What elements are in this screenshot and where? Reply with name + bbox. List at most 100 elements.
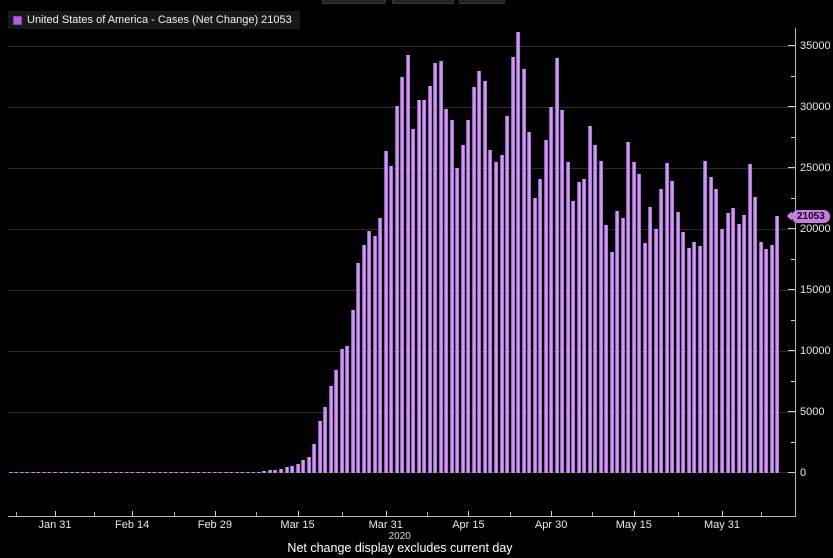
bar (70, 472, 74, 473)
bar (307, 457, 311, 473)
bar (373, 236, 377, 473)
legend-label: United States of America - Cases (Net Ch… (27, 14, 292, 26)
y-axis-label: 30000 (800, 101, 831, 113)
y-axis-tick (788, 45, 795, 46)
bar (709, 177, 713, 473)
bar (103, 472, 107, 473)
bar (400, 77, 404, 473)
bar (47, 472, 51, 473)
annotate-button[interactable]: ✎ Annotate (392, 0, 454, 4)
bar (14, 472, 18, 473)
annotate-label: Annotate (410, 0, 446, 2)
bar (329, 386, 333, 473)
bar (152, 472, 156, 473)
bar (764, 249, 768, 473)
bar (169, 472, 173, 473)
bar (296, 464, 300, 473)
bar (323, 407, 327, 473)
x-axis-tick (298, 511, 299, 516)
bar (428, 86, 432, 473)
bar (417, 100, 421, 473)
bar (75, 472, 79, 473)
zoom-button[interactable]: ⊕ Zoom (459, 0, 505, 4)
x-axis-label: Feb 29 (198, 519, 232, 531)
bar (389, 166, 393, 473)
bar (477, 71, 481, 473)
track-button[interactable]: + Track (322, 0, 386, 4)
bar (610, 252, 614, 473)
bar (25, 472, 29, 473)
bar (158, 472, 162, 473)
x-axis-minor-tick (94, 512, 95, 516)
bar (136, 472, 140, 473)
bar (285, 467, 289, 473)
x-axis-minor-tick (174, 512, 175, 516)
bar (687, 248, 691, 473)
last-value-badge: 21053 (792, 210, 830, 223)
bar (527, 132, 531, 473)
y-axis-minor-tick (791, 381, 795, 382)
bar (422, 100, 426, 473)
y-axis-label: 20000 (800, 223, 831, 235)
x-axis-label: Mar 15 (280, 519, 314, 531)
zoom-icon: ⊕ (466, 0, 473, 1)
bar (670, 181, 674, 473)
bar (185, 472, 189, 473)
bar (163, 472, 167, 473)
bar (753, 197, 757, 473)
bar (411, 129, 415, 473)
x-axis-minor-tick (256, 512, 257, 516)
x-axis-tick (386, 511, 387, 516)
y-axis-minor-tick (791, 259, 795, 260)
bar (582, 179, 586, 473)
bar (566, 162, 570, 473)
bar (86, 472, 90, 473)
bar (367, 231, 371, 473)
bar (654, 229, 658, 473)
bar (538, 179, 542, 473)
bar (698, 246, 702, 473)
bar (615, 211, 619, 473)
bar (472, 87, 476, 473)
bar (207, 472, 211, 473)
bar (301, 460, 305, 473)
y-axis-label: 0 (800, 467, 806, 479)
bar (720, 229, 724, 473)
bar (742, 215, 746, 473)
bar (455, 168, 459, 473)
y-axis-label: 15000 (800, 284, 831, 296)
y-axis-tick (788, 411, 795, 412)
bar (450, 120, 454, 473)
bar (59, 472, 63, 473)
bar (36, 472, 40, 473)
y-axis-line (795, 28, 796, 517)
bar (511, 57, 515, 473)
x-axis-tick (468, 511, 469, 516)
bar (246, 472, 250, 473)
bar (279, 469, 283, 473)
y-axis-label: 10000 (800, 345, 831, 357)
bar (775, 216, 779, 473)
bar (213, 472, 217, 473)
y-axis-minor-tick (791, 320, 795, 321)
zoom-label: Zoom (475, 0, 498, 2)
legend-item-us-cases[interactable]: United States of America - Cases (Net Ch… (8, 11, 300, 29)
bar (621, 218, 625, 473)
bar (224, 472, 228, 473)
bar (522, 69, 526, 473)
bar (433, 63, 437, 473)
bar-chart-plot-area[interactable] (8, 28, 795, 473)
bar (488, 150, 492, 473)
bar (604, 225, 608, 473)
bar (174, 472, 178, 473)
bar (114, 472, 118, 473)
bar (147, 472, 151, 473)
bar (257, 472, 261, 473)
bar (659, 189, 663, 473)
bar (334, 370, 338, 473)
bar (516, 32, 520, 473)
track-label: Track (347, 0, 369, 2)
track-icon: + (339, 0, 344, 1)
bar (737, 224, 741, 473)
bar (444, 109, 448, 473)
